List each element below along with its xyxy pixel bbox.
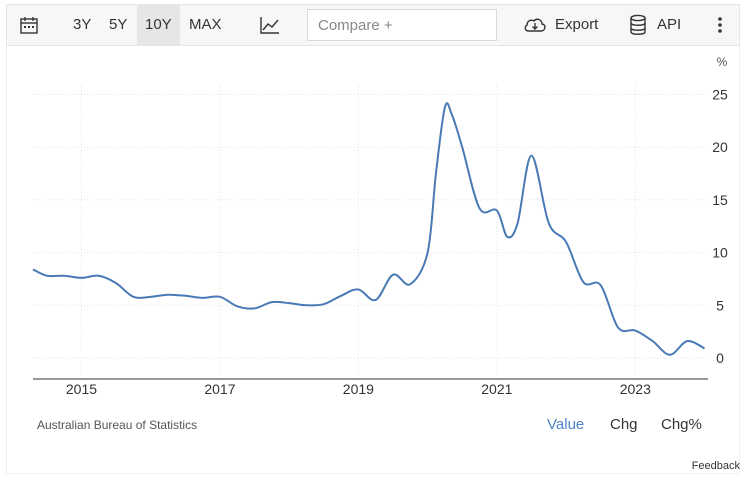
x-tick-label: 2021	[481, 381, 512, 397]
y-tick-label: 5	[716, 297, 724, 313]
y-tick-label: 0	[716, 350, 724, 366]
y-tick-label: 15	[712, 192, 728, 208]
y-tick-label: 25	[712, 87, 728, 103]
mode-chg-button[interactable]: Chg	[610, 416, 638, 433]
x-tick-label: 2017	[204, 381, 235, 397]
line-chart-icon[interactable]	[259, 5, 281, 45]
y-tick-label: 20	[712, 139, 728, 155]
feedback-link[interactable]: Feedback	[691, 460, 740, 472]
range-3y-button[interactable]: 3Y	[73, 16, 92, 33]
calendar-icon[interactable]	[19, 5, 39, 45]
api-button[interactable]: API	[657, 16, 682, 33]
chart-series	[32, 102, 706, 356]
mode-value-button[interactable]: Value	[547, 416, 585, 433]
chart-card	[6, 46, 740, 474]
x-tick-label: 2015	[66, 381, 97, 397]
x-tick-label: 2019	[343, 381, 374, 397]
data-source[interactable]: Australian Bureau of Statistics	[37, 418, 198, 432]
compare-input[interactable]	[307, 9, 497, 41]
chart-toolbar: 3Y 5Y 10Y MAX Export API	[6, 4, 740, 46]
chart-grid	[33, 84, 708, 379]
range-5y-button[interactable]: 5Y	[109, 16, 128, 33]
chart-axes: 2015 2017 2019 2021 2023 0 5 10 15 20 25%	[33, 55, 728, 397]
database-icon[interactable]	[629, 5, 647, 45]
range-max-button[interactable]: MAX	[189, 16, 222, 33]
series-line[interactable]	[32, 102, 706, 356]
range-10y-button[interactable]: 10Y	[137, 5, 180, 45]
more-vertical-icon[interactable]	[717, 5, 723, 45]
cloud-download-icon[interactable]	[523, 5, 547, 45]
y-tick-label: 10	[712, 245, 728, 261]
y-axis-unit: %	[717, 55, 728, 69]
export-button[interactable]: Export	[555, 16, 599, 33]
x-tick-label: 2023	[620, 381, 651, 397]
mode-chg-pct-button[interactable]: Chg%	[661, 416, 702, 433]
